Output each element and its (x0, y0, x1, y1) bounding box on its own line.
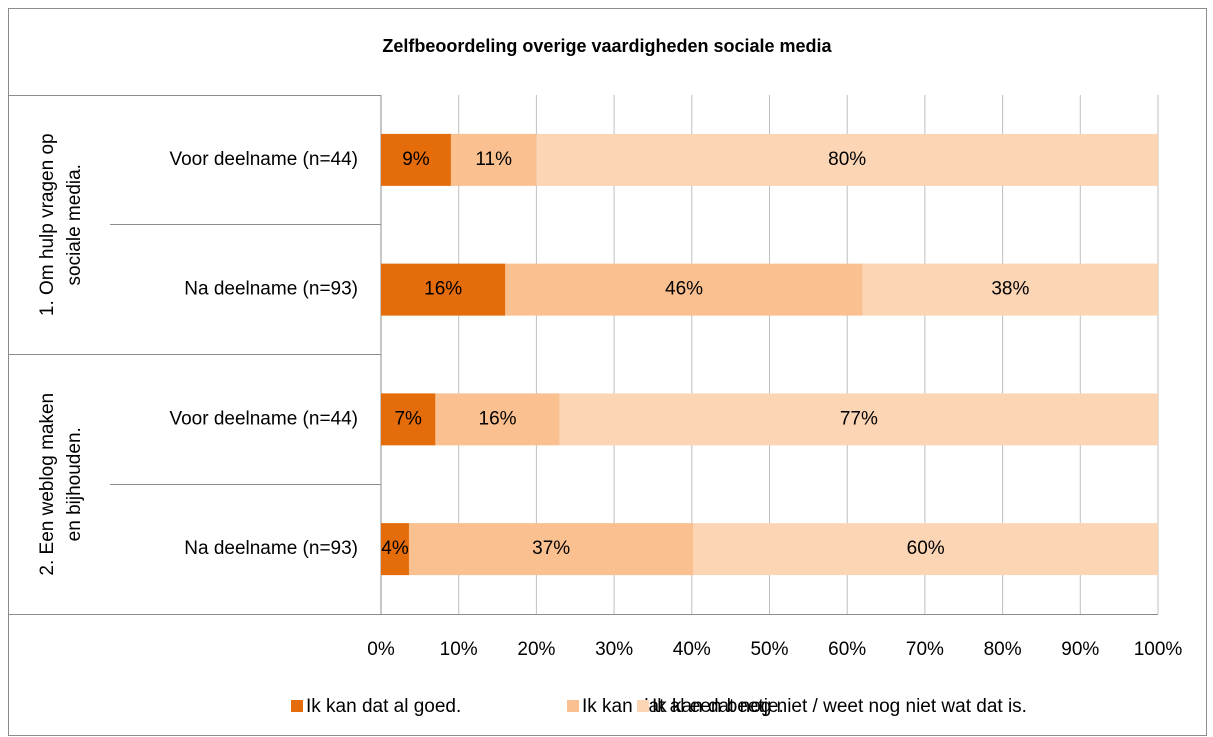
data-label: 11% (475, 149, 512, 170)
data-label: 16% (424, 279, 462, 300)
data-label: 46% (665, 279, 703, 300)
category-frame (8, 95, 1158, 615)
bar-segment (505, 263, 863, 316)
group-label: 1. Om hulp vragen op (37, 133, 58, 316)
x-tick-label: 60% (828, 639, 866, 660)
data-label: 37% (532, 538, 570, 559)
legend-swatch (291, 700, 303, 712)
data-label: 38% (991, 279, 1029, 300)
data-label: 16% (479, 408, 517, 429)
x-tick-label: 40% (673, 639, 711, 660)
legend-label: Ik kan dat al goed. (306, 696, 461, 717)
x-tick-label: 10% (440, 639, 478, 660)
group-label: sociale media. (64, 164, 85, 285)
bar-segment (381, 523, 409, 576)
data-label: 77% (840, 408, 878, 429)
group-label: en bijhouden. (64, 427, 85, 541)
legend-swatch (637, 700, 649, 712)
bar-segment (381, 133, 451, 186)
bar-segment (559, 393, 1158, 446)
x-tick-label: 90% (1061, 639, 1099, 660)
x-tick-label: 0% (367, 639, 395, 660)
y-tick-label: Na deelname (n=93) (184, 538, 358, 559)
data-label: 9% (402, 149, 430, 170)
y-tick-label: Voor deelname (n=44) (169, 408, 358, 429)
data-label: 4% (381, 538, 409, 559)
x-tick-label: 70% (906, 639, 944, 660)
bar-segment (381, 263, 506, 316)
data-label: 7% (394, 408, 422, 429)
y-tick-label: Voor deelname (n=44) (169, 149, 358, 170)
bar-segment (450, 133, 537, 186)
legend-label: Ik kan dat al een beetje. (582, 696, 784, 717)
x-tick-label: 100% (1134, 639, 1183, 660)
chart-title: Zelfbeoordeling overige vaardigheden soc… (382, 36, 832, 56)
bar-segment (862, 263, 1158, 316)
y-tick-label: Na deelname (n=93) (184, 279, 358, 300)
bar-segment (435, 393, 560, 446)
x-tick-label: 20% (517, 639, 555, 660)
legend-swatch (567, 700, 579, 712)
bar-segment (536, 133, 1158, 186)
x-tick-label: 50% (750, 639, 788, 660)
data-label: 80% (828, 149, 866, 170)
x-tick-label: 30% (595, 639, 633, 660)
data-label: 60% (907, 538, 945, 559)
bar-segment (408, 523, 694, 576)
bar-segment (693, 523, 1158, 576)
legend-label: Ik kan dat nog niet / weet nog niet wat … (652, 696, 1027, 717)
chart-border (8, 8, 1207, 736)
x-tick-label: 80% (984, 639, 1022, 660)
group-label: 2. Een weblog maken (37, 393, 58, 576)
bar-segment (381, 393, 436, 446)
